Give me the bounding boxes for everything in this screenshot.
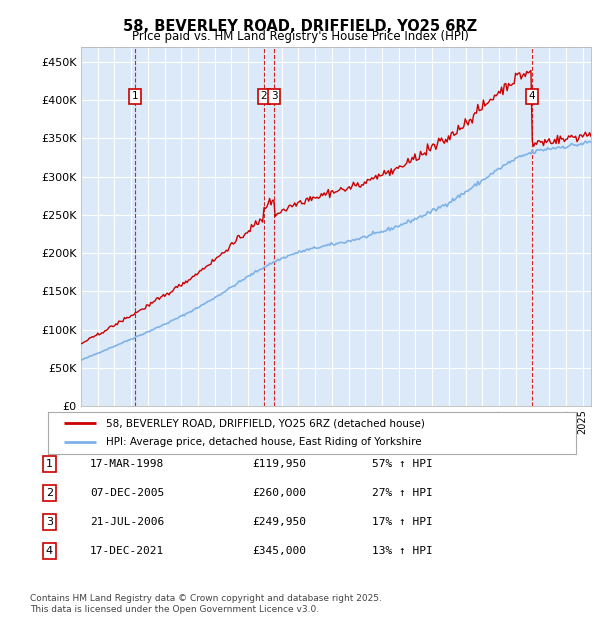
Text: Price paid vs. HM Land Registry's House Price Index (HPI): Price paid vs. HM Land Registry's House … — [131, 30, 469, 43]
Text: 3: 3 — [271, 91, 277, 101]
Text: 1: 1 — [46, 459, 53, 469]
Text: 17% ↑ HPI: 17% ↑ HPI — [372, 517, 433, 527]
Text: 4: 4 — [529, 91, 535, 101]
Text: 21-JUL-2006: 21-JUL-2006 — [90, 517, 164, 527]
Text: 3: 3 — [46, 517, 53, 527]
Text: 58, BEVERLEY ROAD, DRIFFIELD, YO25 6RZ (detached house): 58, BEVERLEY ROAD, DRIFFIELD, YO25 6RZ (… — [106, 418, 425, 428]
Text: 58, BEVERLEY ROAD, DRIFFIELD, YO25 6RZ: 58, BEVERLEY ROAD, DRIFFIELD, YO25 6RZ — [123, 19, 477, 33]
Text: 13% ↑ HPI: 13% ↑ HPI — [372, 546, 433, 556]
Text: £260,000: £260,000 — [252, 488, 306, 498]
Text: 1: 1 — [131, 91, 138, 101]
Text: 07-DEC-2005: 07-DEC-2005 — [90, 488, 164, 498]
Text: £119,950: £119,950 — [252, 459, 306, 469]
Text: HPI: Average price, detached house, East Riding of Yorkshire: HPI: Average price, detached house, East… — [106, 438, 422, 448]
Text: 17-MAR-1998: 17-MAR-1998 — [90, 459, 164, 469]
Text: £345,000: £345,000 — [252, 546, 306, 556]
Text: 27% ↑ HPI: 27% ↑ HPI — [372, 488, 433, 498]
Text: 2: 2 — [46, 488, 53, 498]
Text: £249,950: £249,950 — [252, 517, 306, 527]
Text: Contains HM Land Registry data © Crown copyright and database right 2025.
This d: Contains HM Land Registry data © Crown c… — [30, 595, 382, 614]
Text: 17-DEC-2021: 17-DEC-2021 — [90, 546, 164, 556]
Text: 57% ↑ HPI: 57% ↑ HPI — [372, 459, 433, 469]
Text: 2: 2 — [260, 91, 267, 101]
Text: 4: 4 — [46, 546, 53, 556]
